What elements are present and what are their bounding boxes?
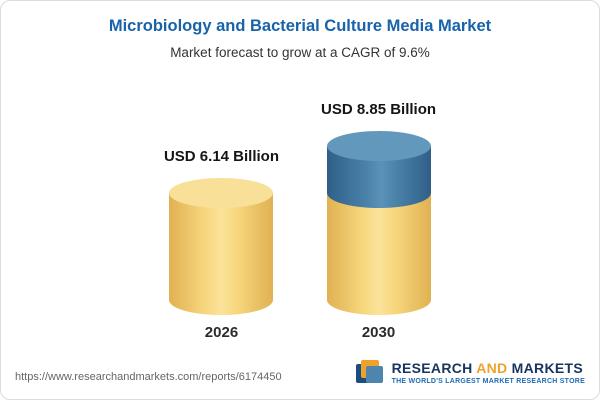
cylinder-top-face	[326, 131, 431, 161]
chart-subtitle: Market forecast to grow at a CAGR of 9.6…	[170, 45, 430, 60]
chart-title: Microbiology and Bacterial Culture Media…	[108, 17, 492, 35]
research-and-markets-logo: RESEARCH AND MARKETS THE WORLD'S LARGEST…	[355, 357, 585, 387]
logo-text: RESEARCH AND MARKETS THE WORLD'S LARGEST…	[392, 360, 585, 385]
segment-joint-face	[326, 178, 431, 208]
segment-2030-base	[326, 193, 431, 315]
logo-word-and: AND	[476, 359, 508, 376]
footer: https://www.researchandmarkets.com/repor…	[1, 357, 599, 399]
segment-2026-base	[169, 178, 274, 315]
bar-group-2030: USD 8.85 Billion 2030	[321, 101, 436, 341]
bar-value-label-2030: USD 8.85 Billion	[321, 101, 437, 118]
cylinder-2026	[169, 178, 274, 315]
logo-word-research: RESEARCH	[391, 359, 473, 376]
cylinder-bottom-face	[326, 285, 431, 315]
cylinder-bottom-face	[169, 285, 274, 315]
cylinder-bar-chart: USD 6.14 Billion 2026 USD 8.85 Billion	[1, 60, 599, 357]
chart-header: Microbiology and Bacterial Culture Media…	[1, 1, 599, 60]
source-url[interactable]: https://www.researchandmarkets.com/repor…	[15, 371, 282, 383]
logo-wordmark: RESEARCH AND MARKETS	[392, 360, 585, 376]
logo-word-markets: MARKETS	[511, 359, 583, 376]
axis-label-2026: 2026	[204, 324, 239, 341]
logo-icon	[355, 360, 383, 383]
cylinder-top-face	[169, 178, 274, 208]
segment-2030-growth	[326, 131, 431, 208]
bar-group-2026: USD 6.14 Billion 2026	[164, 148, 279, 341]
logo-tagline: THE WORLD'S LARGEST MARKET RESEARCH STOR…	[391, 377, 585, 385]
axis-label-2030: 2030	[361, 324, 396, 341]
cylinder-2030	[326, 131, 431, 315]
bar-value-label-2026: USD 6.14 Billion	[163, 148, 279, 165]
